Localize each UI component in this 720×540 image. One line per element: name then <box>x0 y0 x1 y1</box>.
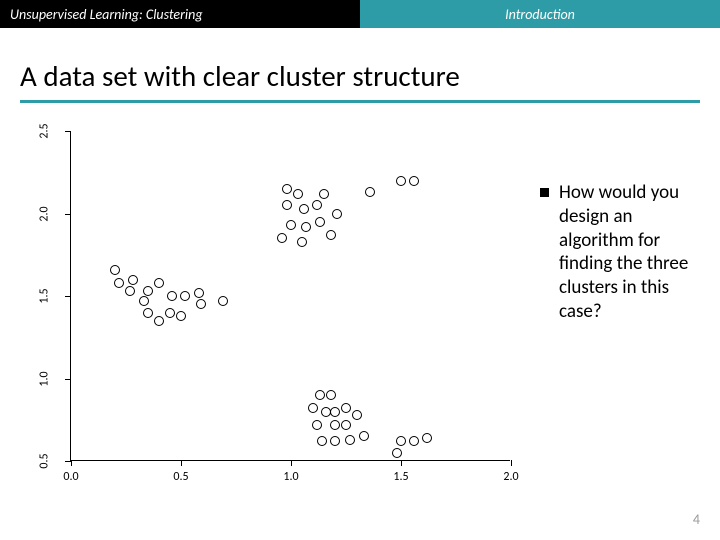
header-left-title: Unsupervised Learning: Clustering <box>0 0 360 28</box>
plot-region: 0.51.01.52.02.50.00.51.01.52.0 <box>70 131 510 461</box>
data-point <box>396 176 406 186</box>
x-tick-label: 1.0 <box>283 470 298 484</box>
bullet-square-icon <box>540 188 549 197</box>
y-tick-label: 1.5 <box>38 288 52 303</box>
data-point <box>176 311 186 321</box>
title-area: A data set with clear cluster structure <box>0 28 720 111</box>
y-tick <box>65 214 71 215</box>
data-point <box>308 403 318 413</box>
data-point <box>128 275 138 285</box>
data-point <box>110 265 120 275</box>
data-point <box>332 209 342 219</box>
data-point <box>330 420 340 430</box>
data-point <box>396 436 406 446</box>
data-point <box>297 237 307 247</box>
data-point <box>293 189 303 199</box>
content-row: 0.5 1.0 1.5 2.0 2.5 0.0 0.5 1.0 1.5 2.0 How would… <box>0 111 720 501</box>
data-point <box>315 390 325 400</box>
scatter-chart: 0.5 1.0 1.5 2.0 2.5 0.0 0.5 1.0 1.5 2.0 <box>20 121 530 501</box>
data-point <box>180 291 190 301</box>
data-point <box>194 288 204 298</box>
data-point <box>143 286 153 296</box>
data-point <box>319 189 329 199</box>
title-underline <box>20 100 700 103</box>
data-point <box>392 448 402 458</box>
data-point <box>317 436 327 446</box>
y-tick <box>65 379 71 380</box>
bullet-text: How would you design an algorithm for fi… <box>559 181 700 324</box>
x-tick-label: 2.0 <box>503 470 518 484</box>
data-point <box>154 278 164 288</box>
x-tick-label: 0.5 <box>173 470 188 484</box>
x-tick <box>401 460 402 466</box>
data-point <box>282 200 292 210</box>
data-point <box>345 435 355 445</box>
data-point <box>143 308 153 318</box>
data-point <box>167 291 177 301</box>
bullet-area: How would you design an algorithm for fi… <box>530 121 700 501</box>
data-point <box>165 308 175 318</box>
data-point <box>365 187 375 197</box>
data-point <box>312 420 322 430</box>
data-point <box>299 204 309 214</box>
y-tick-label: 1.0 <box>38 371 52 386</box>
data-point <box>125 286 135 296</box>
data-point <box>359 431 369 441</box>
y-tick-label: 2.0 <box>38 206 52 221</box>
data-point <box>312 200 322 210</box>
header-right-subtitle: Introduction <box>360 0 720 28</box>
x-tick-label: 1.5 <box>393 470 408 484</box>
y-tick-label: 0.5 <box>38 453 52 468</box>
x-tick <box>71 460 72 466</box>
data-point <box>330 407 340 417</box>
data-point <box>352 410 362 420</box>
data-point <box>301 222 311 232</box>
bullet-item: How would you design an algorithm for fi… <box>540 181 700 324</box>
data-point <box>154 316 164 326</box>
data-point <box>315 217 325 227</box>
data-point <box>196 299 206 309</box>
data-point <box>409 176 419 186</box>
y-tick-label: 2.5 <box>38 123 52 138</box>
page-number: 4 <box>693 511 700 528</box>
data-point <box>139 296 149 306</box>
data-point <box>422 433 432 443</box>
data-point <box>409 436 419 446</box>
y-tick <box>65 296 71 297</box>
x-tick-label: 0.0 <box>63 470 78 484</box>
x-tick <box>291 460 292 466</box>
data-point <box>326 230 336 240</box>
data-point <box>341 403 351 413</box>
data-point <box>326 390 336 400</box>
data-point <box>286 220 296 230</box>
data-point <box>282 184 292 194</box>
data-point <box>114 278 124 288</box>
data-point <box>218 296 228 306</box>
x-tick <box>511 460 512 466</box>
data-point <box>277 233 287 243</box>
slide-title: A data set with clear cluster structure <box>20 58 700 94</box>
data-point <box>341 420 351 430</box>
data-point <box>330 436 340 446</box>
slide-header: Unsupervised Learning: Clustering Introd… <box>0 0 720 28</box>
y-tick <box>65 131 71 132</box>
x-tick <box>181 460 182 466</box>
